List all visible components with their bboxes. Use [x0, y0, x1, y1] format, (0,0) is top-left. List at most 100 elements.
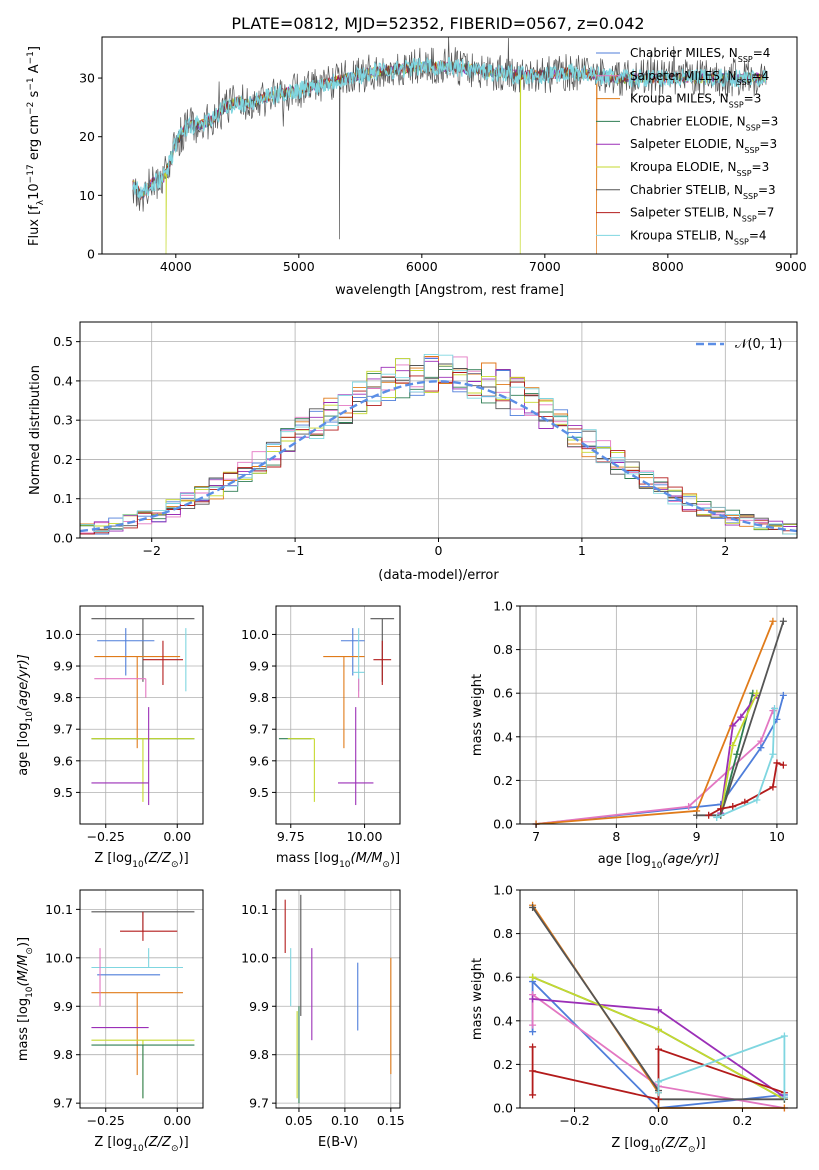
y-tick-label: 0.0: [493, 817, 513, 832]
weight-lines: [532, 617, 787, 828]
weight-marker: [693, 811, 701, 819]
legend-entry: Kroupa STELIB, NSSP=4: [630, 228, 767, 246]
weight-kroupa-stelib-line: [657, 1034, 786, 1098]
weight-marker: [717, 805, 725, 813]
weight-marker: [655, 1095, 662, 1103]
y-tick-label: 9.5: [249, 785, 269, 800]
axes-frame: [519, 605, 798, 825]
x-tick-label: 6000: [406, 259, 438, 274]
legend-entry: Chabrier STELIB, NSSP=3: [630, 183, 776, 201]
x-tick-label: 8: [612, 829, 620, 844]
errorbar-point: [91, 1044, 195, 1099]
weight-marker: [655, 1078, 662, 1086]
histogram-panel: −2 −1 0 1 2 0.0 0.1 0.2 0.3 0.4 0.5 (data-model)/er…: [28, 321, 798, 583]
weight-marker: [769, 750, 777, 758]
x-tick-label: 10.00: [347, 829, 383, 844]
weight-marker: [729, 803, 737, 811]
weight-marker: [529, 1043, 537, 1051]
spectrum-panel: 4000 5000 6000 7000 8000 9000 0 10 20 30 wavelengt…: [79, 36, 807, 298]
y-tick-label: 10.1: [241, 902, 269, 917]
axes-frame: [101, 36, 798, 255]
y-tick-label: 9.6: [53, 753, 73, 768]
y-tick-label: 0.0: [53, 531, 73, 546]
weight-marker: [729, 742, 737, 750]
weight-marker: [757, 744, 765, 752]
weight-marker: [529, 903, 537, 911]
errorbars: [91, 911, 195, 1099]
weight-marker: [753, 689, 761, 697]
x-tick-label: 0.10: [331, 1113, 359, 1128]
weight-marker: [729, 722, 737, 730]
y-tick-label: 10.1: [45, 902, 73, 917]
x-axis-label: Z [log10(Z/Z⊙)]: [611, 1136, 705, 1155]
weight-marker: [529, 1028, 537, 1036]
axes-frame: [275, 889, 401, 1109]
x-tick-label: 4000: [160, 259, 192, 274]
x-tick-label: 0.05: [285, 1113, 313, 1128]
y-tick-label: 0.5: [53, 334, 73, 349]
histogram-salpeter-stelib-steps: [80, 372, 797, 535]
age-vs-metallicity-panel: −0.25 0.00 9.5 9.6 9.7 9.8 9.9 10.0: [45, 605, 204, 844]
legend-entry: Salpeter ELODIE, NSSP=3: [630, 137, 777, 155]
y-tick-label: 9.9: [249, 999, 269, 1014]
weight-marker: [780, 1032, 788, 1040]
weight-marker: [769, 617, 777, 625]
spectrum-chabrier-stelib-line: [132, 37, 767, 240]
y-tick-label: 9.7: [249, 722, 269, 737]
y-tick-label: 0.2: [53, 452, 73, 467]
weight-marker: [779, 761, 787, 769]
errorbar-point: [91, 707, 150, 806]
y-tick-label: 9.7: [53, 1096, 73, 1111]
y-tick-label: 9.7: [53, 722, 73, 737]
y-axis-label: mass weight: [470, 958, 485, 1040]
weight-marker: [529, 1021, 537, 1029]
weight-marker: [737, 713, 745, 721]
errorbar-point: [120, 911, 178, 941]
y-tick-label: 10.0: [45, 627, 73, 642]
x-axis-label: age [log10(age/yr)]: [598, 852, 720, 871]
errorbar-point: [287, 738, 315, 802]
errorbar-point: [94, 656, 181, 749]
x-tick-label: −0.2: [559, 1113, 589, 1128]
errorbar-point: [373, 640, 392, 685]
errorbar-point: [91, 948, 183, 969]
errorbar-point: [323, 656, 365, 749]
errorbar-point: [91, 738, 195, 802]
weight-marker: [713, 813, 721, 821]
x-axis-label: E(B-V): [318, 1135, 358, 1150]
errorbars: [284, 894, 392, 1104]
spectrum-kroupa-stelib-line: [132, 56, 767, 199]
x-tick-label: 7000: [529, 259, 561, 274]
weight-vs-metallicity-panel: −0.2 0.0 0.2 0.0 0.2 0.4 0.6 0.8 1.0 mass weight: [470, 883, 798, 1128]
errorbar-point: [142, 640, 183, 685]
x-tick-label: −0.25: [87, 1113, 125, 1128]
x-tick-label: 9000: [775, 259, 807, 274]
x-tick-label: −1: [286, 543, 304, 558]
axes-frame: [79, 605, 204, 825]
y-tick-label: 10.0: [241, 950, 269, 965]
y-tick-label: 0.8: [493, 642, 513, 657]
weight-marker: [685, 803, 693, 811]
x-tick-label: 0.00: [163, 829, 191, 844]
errorbar-point: [91, 618, 195, 682]
weight-kroupa-stelib-line: [716, 708, 776, 819]
page-title: PLATE=0812, MJD=52352, FIBERID=0567, z=0…: [231, 14, 644, 33]
y-tick-label: 0.2: [493, 773, 513, 788]
weight-marker: [779, 617, 787, 625]
y-tick-label: 0.3: [53, 413, 73, 428]
weight-marker: [753, 796, 761, 804]
y-tick-label: 0.6: [493, 970, 513, 985]
legend-entry: 𝒩(0, 1): [735, 337, 782, 352]
y-axis-label: mass weight: [470, 674, 485, 756]
weight-marker: [655, 1089, 662, 1097]
y-tick-label: 9.5: [53, 785, 73, 800]
errorbar-point: [94, 678, 147, 698]
histogram-kroupa-elodie-steps: [80, 358, 797, 534]
age-vs-mass-panel: 9.75 10.00 9.5 9.6 9.7 9.8 9.9 10.0: [241, 605, 401, 844]
x-tick-label: −0.25: [87, 829, 125, 844]
errorbars: [91, 618, 195, 806]
y-tick-label: 9.8: [249, 1047, 269, 1062]
weight-marker: [655, 1026, 662, 1034]
y-tick-label: 9.9: [53, 659, 73, 674]
y-tick-label: 0.0: [493, 1101, 513, 1116]
